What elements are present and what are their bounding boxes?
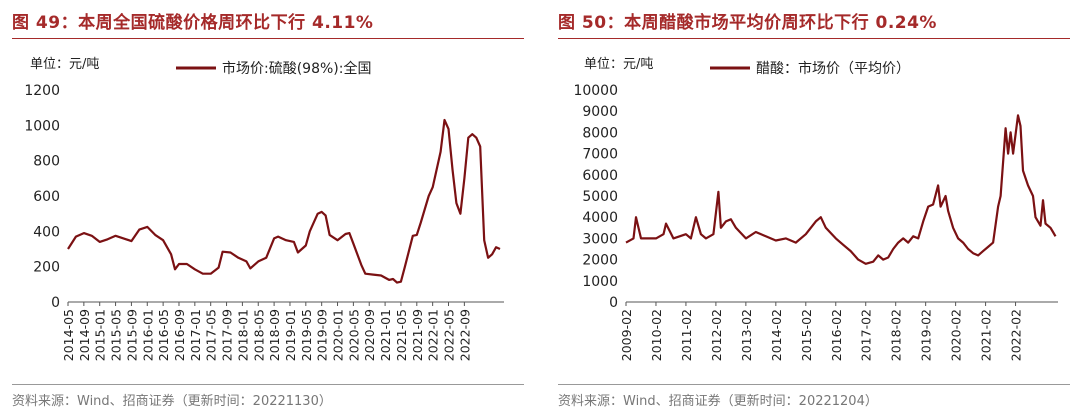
y-tick-label: 200 xyxy=(33,260,60,276)
title-divider xyxy=(12,38,524,39)
y-tick-label: 1200 xyxy=(24,83,60,99)
y-tick-label: 10000 xyxy=(573,83,618,99)
source-note: 资料来源：Wind、招商证券（更新时间：20221130） xyxy=(12,394,332,409)
chart-title: 图 49：本周全国硫酸价格周环比下行 4.11% xyxy=(12,13,374,33)
x-tick-label: 2019-02 xyxy=(919,309,934,361)
x-tick-label: 2016-09 xyxy=(172,309,187,361)
source-divider xyxy=(558,384,1070,385)
x-tick-label: 2014-05 xyxy=(61,309,76,361)
x-tick-label: 2015-05 xyxy=(109,309,124,361)
x-tick-label: 2021-09 xyxy=(410,309,425,361)
x-tick-label: 2018-05 xyxy=(251,309,266,361)
x-tick-label: 2021-02 xyxy=(979,309,994,361)
y-tick-label: 4000 xyxy=(582,210,618,226)
x-tick-label: 2022-05 xyxy=(442,309,457,361)
x-tick-label: 2017-01 xyxy=(188,309,203,361)
y-tick-label: 400 xyxy=(33,224,60,240)
x-tick-label: 2019-09 xyxy=(315,309,330,361)
x-tick-label: 2017-02 xyxy=(859,309,874,361)
y-tick-label: 0 xyxy=(609,295,618,311)
source-divider xyxy=(12,384,524,385)
x-tick-label: 2019-05 xyxy=(299,309,314,361)
x-tick-label: 2012-02 xyxy=(709,309,724,361)
x-tick-label: 2018-02 xyxy=(889,309,904,361)
x-tick-label: 2015-01 xyxy=(93,309,108,361)
acetic-acid-price-chart: 单位：元/吨 醋酸：市场价（平均价） 0 1000 2000 3000 4000 5000 60… xyxy=(573,57,1058,361)
unit-label: 单位：元/吨 xyxy=(30,57,99,72)
y-tick-label: 1000 xyxy=(582,274,618,290)
x-tick-label: 2022-09 xyxy=(457,309,472,361)
x-tick-label: 2018-01 xyxy=(235,309,250,361)
x-tick-label: 2017-05 xyxy=(204,309,219,361)
y-tick-label: 8000 xyxy=(582,125,618,141)
y-tick-label: 3000 xyxy=(582,231,618,247)
unit-label: 单位：元/吨 xyxy=(584,57,653,72)
x-tick-label: 2016-01 xyxy=(140,309,155,361)
x-tick-label: 2015-02 xyxy=(799,309,814,361)
x-tick-label: 2010-02 xyxy=(649,309,664,361)
right-chart-panel: 图 50：本周醋酸市场平均价周环比下行 0.24% 单位：元/吨 醋酸：市场价（平… xyxy=(546,0,1076,415)
title-divider xyxy=(558,38,1070,39)
x-tick-label: 2014-02 xyxy=(769,309,784,361)
y-tick-label: 7000 xyxy=(582,147,618,163)
x-tick-label: 2021-01 xyxy=(378,309,393,361)
chart-title: 图 50：本周醋酸市场平均价周环比下行 0.24% xyxy=(558,13,937,33)
x-tick-label: 2009-02 xyxy=(619,309,634,361)
legend-label: 市场价:硫酸(98%):全国 xyxy=(222,60,371,77)
legend-label: 醋酸：市场价（平均价） xyxy=(756,60,910,77)
x-tick-label: 2018-09 xyxy=(267,309,282,361)
x-tick-label: 2020-02 xyxy=(949,309,964,361)
x-tick-label: 2016-05 xyxy=(156,309,171,361)
y-tick-label: 9000 xyxy=(582,104,618,120)
y-tick-label: 1000 xyxy=(24,118,60,134)
x-tick-label: 2020-05 xyxy=(346,309,361,361)
x-tick-label: 2015-09 xyxy=(124,309,139,361)
y-tick-label: 6000 xyxy=(582,168,618,184)
sulfuric-acid-price-chart: 单位：元/吨 市场价:硫酸(98%):全国 0 200 400 600 800 1000 120… xyxy=(24,57,504,361)
x-tick-label: 2016-02 xyxy=(829,309,844,361)
x-tick-label: 2021-05 xyxy=(394,309,409,361)
left-chart-panel: 图 49：本周全国硫酸价格周环比下行 4.11% 单位：元/吨 市场价:硫酸(98… xyxy=(0,0,530,415)
y-tick-label: 800 xyxy=(33,154,60,170)
x-tick-label: 2011-02 xyxy=(679,309,694,361)
x-tick-label: 2014-09 xyxy=(77,309,92,361)
x-tick-label: 2022-02 xyxy=(1009,309,1024,361)
y-tick-label: 5000 xyxy=(582,189,618,205)
y-tick-label: 2000 xyxy=(582,253,618,269)
x-tick-label: 2020-09 xyxy=(362,309,377,361)
x-tick-label: 2017-09 xyxy=(220,309,235,361)
x-tick-label: 2020-01 xyxy=(331,309,346,361)
x-tick-label: 2022-01 xyxy=(426,309,441,361)
series-line xyxy=(67,118,501,284)
source-note: 资料来源：Wind、招商证券（更新时间：20221204） xyxy=(558,394,878,409)
x-tick-label: 2013-02 xyxy=(739,309,754,361)
x-tick-label: 2019-01 xyxy=(283,309,298,361)
y-tick-label: 600 xyxy=(33,189,60,205)
y-tick-label: 0 xyxy=(51,295,60,311)
series-line xyxy=(625,114,1057,265)
